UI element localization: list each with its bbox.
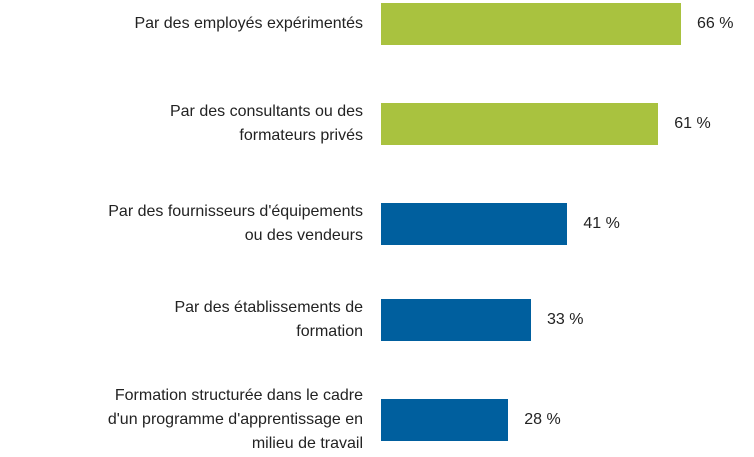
bar — [381, 399, 509, 441]
bar — [381, 203, 568, 245]
bar — [381, 103, 659, 145]
bar — [381, 3, 681, 45]
category-label: Formation structurée dans le cadre d'un … — [107, 387, 363, 452]
bar — [381, 299, 531, 341]
category-label: Par des établissements de formation — [174, 299, 363, 340]
category-label: Par des employés expérimentés — [134, 15, 363, 32]
category-label: Par des fournisseurs d'équipements ou de… — [108, 203, 363, 244]
category-label: Par des consultants ou des formateurs pr… — [169, 103, 363, 144]
value-label: 66 % — [697, 15, 734, 32]
value-label: 28 % — [524, 411, 561, 428]
value-label: 61 % — [674, 115, 711, 132]
value-label: 33 % — [547, 311, 584, 328]
value-label: 41 % — [583, 215, 620, 232]
